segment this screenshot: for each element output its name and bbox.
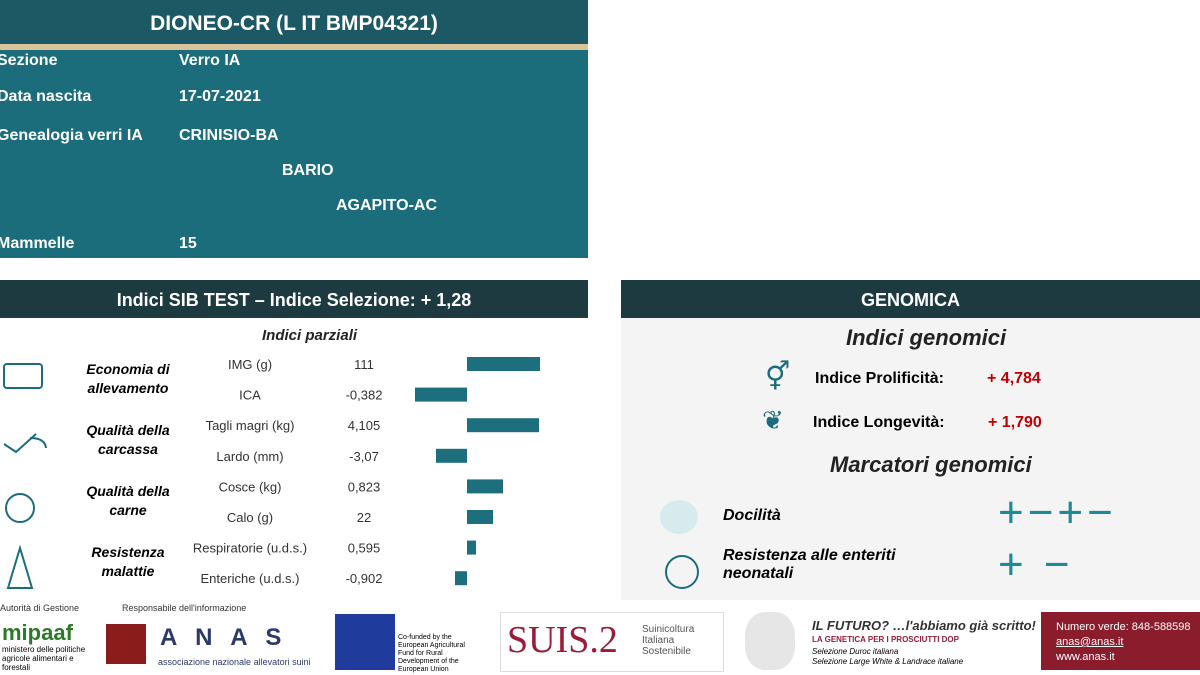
trait-value: -0,382	[346, 388, 383, 403]
marcatore-symbols: +−+−	[998, 488, 1117, 537]
bar	[467, 479, 503, 494]
anas-icon	[106, 624, 146, 664]
indice-value: + 4,784	[987, 370, 1041, 387]
row-value: 15	[179, 235, 197, 252]
bar	[415, 387, 467, 402]
icon: ❦	[762, 405, 784, 435]
footer-text: Selezione Duroc italiana	[812, 647, 899, 656]
row-value: 17-07-2021	[179, 88, 261, 105]
pedigree: AGAPITO-AC	[336, 197, 438, 214]
footer-text: LA GENETICA PER I PROSCIUTTI DOP	[812, 635, 959, 644]
trait-value: 111	[354, 357, 374, 372]
icon	[665, 555, 699, 589]
row-label: Mammelle	[0, 235, 75, 252]
trait-value: 0,823	[348, 479, 381, 494]
bar	[467, 418, 539, 433]
bar	[455, 571, 467, 586]
marcatore-label: Docilità	[723, 507, 781, 524]
footer-text: Autorità di Gestione	[0, 603, 80, 613]
indice-value: + 1,790	[988, 414, 1042, 431]
gen-header	[621, 280, 1200, 318]
bar	[467, 357, 540, 371]
trait-value: 22	[357, 510, 371, 525]
row-value: CRINISIO-BA	[179, 127, 279, 144]
icons	[3, 363, 47, 589]
group-name: Resistenza malattie	[91, 544, 164, 579]
indice-label: Indice Prolificità:	[815, 370, 944, 387]
footer-text: associazione nazionale allevatori suini	[158, 657, 311, 667]
footer-text: ministero delle politiche agricole alime…	[2, 645, 86, 672]
trait: Cosce (kg)	[219, 479, 282, 494]
group-name: Qualità della carcassa	[86, 422, 169, 457]
row-label: Sezione	[0, 52, 58, 69]
indice-label: Indice Longevità:	[813, 414, 945, 431]
trait: ICA	[239, 388, 261, 403]
title-bar	[0, 0, 588, 44]
contact[interactable]: www.anas.it	[1056, 651, 1115, 663]
footer-text: Selezione Large White & Landrace italian…	[812, 657, 964, 666]
sib-chart: Economia di allevamento IMG (g) 111 ICA -0,38…	[3, 357, 540, 589]
row-value: Verro IA	[179, 52, 241, 69]
trait: Lardo (mm)	[216, 449, 283, 464]
gen-title: GENOMICA	[861, 290, 960, 310]
bar	[467, 510, 493, 524]
trait-value: -3,07	[349, 449, 379, 464]
footer-text: Responsabile dell'informazione	[122, 603, 247, 613]
mipaaf-logo: mipaaf	[2, 620, 73, 645]
trait: Enteriche (u.d.s.)	[201, 571, 300, 586]
trait-value: -0,902	[346, 571, 383, 586]
marcatori-title: Marcatori genomici	[830, 452, 1032, 477]
sib-header	[0, 280, 588, 318]
gold-stripe	[0, 44, 588, 50]
footer-text: IL FUTURO? …l'abbiamo già scritto!	[812, 618, 1036, 633]
trait: Tagli magri (kg)	[206, 418, 295, 433]
footer-text: Co-funded by the European Agricultural F…	[398, 634, 465, 673]
footer-text: Suinicoltura Italiana Sostenibile	[642, 624, 695, 657]
trait: IMG (g)	[228, 357, 272, 372]
sib-title: Indici SIB TEST – Indice Selezione: + 1,…	[116, 290, 472, 310]
gen-panel	[621, 318, 1200, 600]
contact: Numero verde: 848-588598	[1056, 621, 1191, 633]
pig-drawing	[745, 612, 795, 670]
contact[interactable]: anas@anas.it	[1056, 636, 1124, 648]
icon	[660, 500, 698, 534]
group-name: Economia di allevamento	[86, 361, 170, 396]
row-label: Genealogia verri IA	[0, 127, 143, 144]
icon: ⚥	[765, 361, 791, 392]
bar	[467, 540, 476, 555]
anas-logo: A N A S	[160, 624, 288, 651]
suis-logo: SUIS.2	[507, 619, 618, 661]
indici-title: Indici genomici	[846, 325, 1007, 350]
row-label: Data nascita	[0, 88, 92, 105]
title: DIONEO-CR (L IT BMP04321)	[150, 12, 438, 35]
group-name: Qualità della carne	[86, 483, 169, 518]
marcatore-label: Resistenza alle enteriti neonatali	[723, 547, 896, 582]
trait: Calo (g)	[227, 510, 273, 525]
bar	[436, 448, 467, 463]
contact-box	[1041, 612, 1200, 670]
trait-value: 0,595	[348, 541, 381, 556]
eu-flag	[335, 614, 395, 670]
marcatore-symbols: + −	[998, 540, 1074, 589]
trait: Respiratorie (u.d.s.)	[193, 541, 307, 556]
trait-value: 4,105	[348, 418, 381, 433]
subtitle: Indici parziali	[262, 327, 358, 344]
pedigree: BARIO	[282, 162, 334, 179]
suis-box	[500, 612, 724, 672]
